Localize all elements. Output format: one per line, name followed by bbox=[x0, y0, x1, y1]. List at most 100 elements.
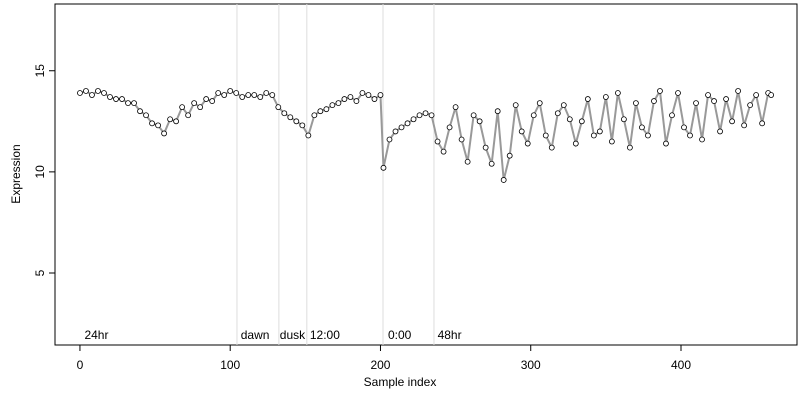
data-point bbox=[488, 160, 495, 167]
data-point bbox=[209, 98, 216, 104]
data-point bbox=[687, 132, 693, 139]
data-point bbox=[476, 118, 483, 125]
data-point bbox=[404, 120, 411, 127]
data-point bbox=[305, 132, 312, 139]
y-tick-label: 5 bbox=[33, 269, 47, 276]
data-point bbox=[675, 90, 681, 96]
x-tick-label: 300 bbox=[521, 358, 541, 372]
data-point bbox=[699, 136, 705, 143]
data-point bbox=[101, 90, 107, 96]
data-point bbox=[651, 98, 657, 104]
annotation: 24hr bbox=[84, 328, 108, 342]
data-point bbox=[470, 112, 477, 119]
data-point bbox=[191, 100, 198, 107]
data-point bbox=[614, 90, 621, 96]
data-point bbox=[293, 118, 300, 125]
data-point bbox=[590, 132, 597, 139]
data-point bbox=[167, 116, 174, 123]
x-tick-label: 0 bbox=[77, 358, 84, 372]
data-point bbox=[633, 100, 639, 107]
data-point bbox=[735, 88, 741, 94]
data-point bbox=[149, 120, 155, 127]
data-point bbox=[398, 124, 405, 131]
series-line bbox=[79, 87, 772, 181]
data-point bbox=[536, 100, 543, 107]
annotation: 0:00 bbox=[388, 328, 412, 342]
data-point bbox=[203, 96, 210, 102]
data-point bbox=[392, 128, 399, 135]
data-point bbox=[173, 118, 180, 125]
data-point bbox=[410, 116, 417, 123]
data-point bbox=[482, 144, 489, 151]
data-point bbox=[645, 132, 651, 139]
x-tick-label: 200 bbox=[370, 358, 390, 372]
data-point bbox=[263, 90, 270, 96]
data-point bbox=[299, 122, 306, 129]
data-point bbox=[723, 96, 729, 102]
data-point bbox=[657, 88, 663, 94]
data-point bbox=[693, 100, 699, 107]
data-point bbox=[335, 100, 342, 107]
data-point bbox=[245, 92, 252, 98]
data-point bbox=[215, 90, 222, 96]
data-point bbox=[530, 112, 537, 119]
data-point bbox=[446, 124, 453, 131]
data-point bbox=[747, 102, 754, 109]
data-point bbox=[269, 92, 276, 98]
data-point bbox=[131, 100, 137, 107]
data-point bbox=[759, 120, 766, 127]
data-point bbox=[377, 92, 384, 98]
x-axis-label: Sample index bbox=[364, 375, 437, 389]
data-point bbox=[89, 92, 95, 98]
data-point bbox=[452, 104, 459, 111]
data-point bbox=[233, 90, 240, 96]
data-point bbox=[323, 106, 330, 113]
data-point bbox=[83, 88, 89, 94]
data-point bbox=[768, 92, 775, 98]
data-point bbox=[542, 132, 549, 139]
data-point bbox=[584, 96, 591, 102]
plot-frame bbox=[54, 3, 798, 346]
data-point bbox=[500, 177, 507, 183]
data-point bbox=[753, 92, 760, 98]
data-point bbox=[239, 94, 246, 100]
y-axis-label: Expression bbox=[9, 144, 23, 203]
data-point bbox=[371, 96, 378, 102]
data-point bbox=[341, 96, 348, 102]
data-point bbox=[251, 92, 258, 98]
data-point bbox=[729, 118, 735, 125]
data-point bbox=[440, 148, 447, 155]
data-point bbox=[113, 96, 119, 102]
data-point bbox=[161, 130, 167, 137]
data-point bbox=[281, 110, 288, 117]
data-point bbox=[506, 152, 513, 159]
data-point bbox=[669, 112, 675, 119]
data-point bbox=[227, 88, 234, 94]
data-point bbox=[185, 112, 192, 119]
data-point bbox=[741, 122, 748, 129]
data-point bbox=[416, 112, 423, 119]
data-point bbox=[639, 124, 645, 131]
data-point bbox=[705, 92, 711, 98]
data-point bbox=[566, 116, 573, 123]
annotation: 12:00 bbox=[310, 328, 340, 342]
data-point bbox=[518, 128, 525, 135]
data-point bbox=[434, 138, 441, 145]
data-point bbox=[717, 128, 723, 135]
data-point bbox=[380, 164, 387, 171]
data-point bbox=[711, 98, 717, 104]
data-point bbox=[365, 92, 372, 98]
data-point bbox=[179, 104, 186, 111]
data-point bbox=[494, 108, 501, 115]
data-point bbox=[125, 100, 131, 107]
data-point bbox=[329, 102, 336, 109]
annotation: dusk bbox=[280, 328, 306, 342]
data-point bbox=[578, 118, 585, 125]
data-point bbox=[137, 108, 143, 115]
data-point bbox=[77, 90, 83, 96]
data-point bbox=[524, 140, 531, 147]
data-point bbox=[627, 144, 633, 151]
annotation: 48hr bbox=[438, 328, 462, 342]
data-point bbox=[347, 94, 354, 100]
x-tick-label: 400 bbox=[671, 358, 691, 372]
